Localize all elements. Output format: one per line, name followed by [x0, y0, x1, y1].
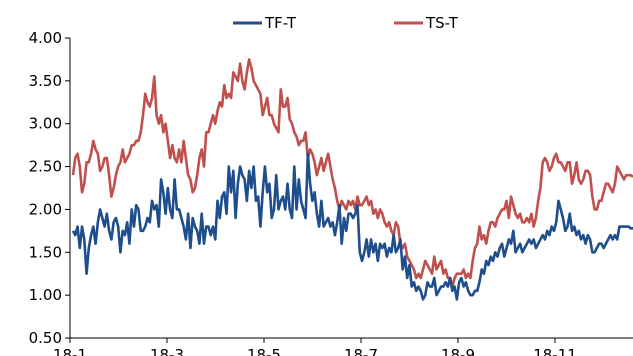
y-tick-label-3: 2.50 [29, 158, 62, 176]
series-layer [71, 58, 633, 301]
series-line-tf-t [71, 152, 633, 301]
x-tick-label-0: 18-1 [53, 346, 87, 356]
x-tick-label-4: 18-9 [441, 346, 475, 356]
legend-label-tf-t: TF-T [264, 14, 297, 32]
series-line-ts-t [71, 58, 633, 288]
legend: TF-T TS-T [233, 14, 459, 32]
x-tick-label-3: 18-7 [344, 346, 378, 356]
y-tick-label-5: 1.50 [29, 243, 62, 261]
x-tick-label-1: 18-3 [150, 346, 184, 356]
y-tick-label-2: 3.00 [29, 115, 62, 133]
y-tick-label-0: 4.00 [29, 29, 62, 47]
y-tick-label-1: 3.50 [29, 72, 62, 90]
x-tick-label-5: 18-11 [533, 346, 577, 356]
y-axis: 4.00 3.50 3.00 2.50 2.00 1.50 1.00 0.50 [29, 29, 71, 347]
x-axis: 18-1 18-3 18-5 18-7 18-9 18-11 [53, 337, 633, 356]
x-tick-label-2: 18-5 [247, 346, 281, 356]
y-tick-label-4: 2.00 [29, 200, 62, 218]
legend-label-ts-t: TS-T [425, 14, 459, 32]
y-tick-label-6: 1.00 [29, 286, 62, 304]
y-tick-label-7: 0.50 [29, 329, 62, 347]
